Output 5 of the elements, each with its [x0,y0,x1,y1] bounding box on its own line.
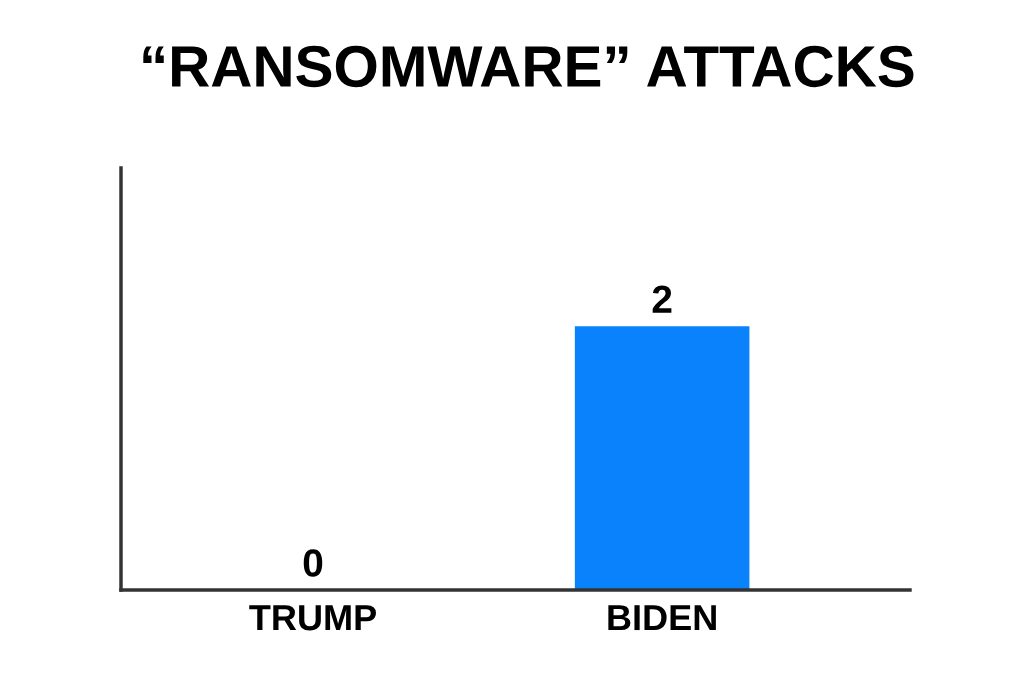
x-tick-label: BIDEN [608,605,716,631]
data-label: 0 [303,549,323,577]
chart-title: “RANSOMWARE” ATTACKS [143,45,914,88]
data-label: 2 [652,285,672,313]
x-tick-label: TRUMP [249,605,376,631]
